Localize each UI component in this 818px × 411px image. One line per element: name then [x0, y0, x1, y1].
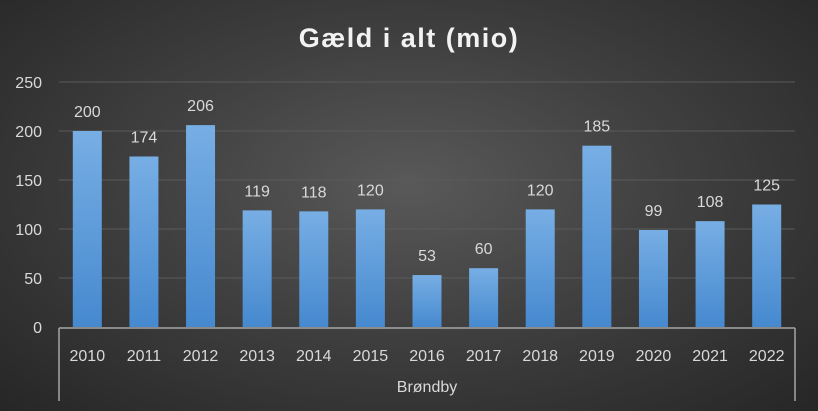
x-tick-label: 2010 — [70, 348, 106, 365]
bar — [752, 204, 782, 327]
data-label: 206 — [187, 98, 214, 115]
bar — [129, 156, 159, 327]
y-tick-label: 50 — [24, 271, 42, 288]
data-label: 120 — [357, 182, 384, 199]
group-label: Brøndby — [397, 379, 457, 396]
y-tick-label: 150 — [15, 173, 42, 190]
data-label: 185 — [583, 119, 610, 136]
x-tick-label: 2019 — [579, 348, 615, 365]
data-label: 174 — [131, 129, 158, 146]
x-tick-label: 2018 — [522, 348, 558, 365]
bar — [242, 210, 272, 327]
chart-title: Gæld i alt (mio) — [299, 23, 520, 53]
bar — [412, 275, 442, 327]
bar — [299, 211, 329, 327]
data-label: 60 — [475, 241, 493, 258]
x-tick-label: 2013 — [239, 348, 275, 365]
x-tick-label: 2022 — [749, 348, 785, 365]
data-label: 99 — [645, 203, 663, 220]
x-tick-label: 2011 — [127, 348, 162, 365]
bar — [695, 221, 725, 327]
data-label: 108 — [697, 194, 724, 211]
data-label: 118 — [301, 184, 327, 201]
bar — [469, 268, 499, 327]
y-tick-label: 200 — [15, 124, 42, 141]
y-tick-label: 0 — [33, 320, 42, 337]
y-tick-label: 100 — [15, 222, 42, 239]
x-tick-label: 2015 — [353, 348, 389, 365]
bar — [186, 125, 216, 328]
bar — [638, 229, 668, 327]
bar — [525, 209, 555, 327]
y-tick-label: 250 — [15, 75, 42, 92]
data-label: 120 — [527, 182, 554, 199]
bar — [72, 131, 102, 327]
x-tick-label: 2017 — [466, 348, 502, 365]
bar — [355, 209, 385, 327]
x-tick-label: 2014 — [296, 348, 332, 365]
x-tick-label: 2020 — [636, 348, 672, 365]
x-tick-label: 2012 — [183, 348, 219, 365]
data-label: 125 — [753, 178, 780, 195]
bar — [582, 145, 612, 327]
data-label: 119 — [244, 183, 270, 200]
data-label: 200 — [74, 104, 101, 121]
x-tick-label: 2021 — [692, 348, 728, 365]
data-label: 53 — [418, 248, 436, 265]
x-tick-label: 2016 — [409, 348, 445, 365]
